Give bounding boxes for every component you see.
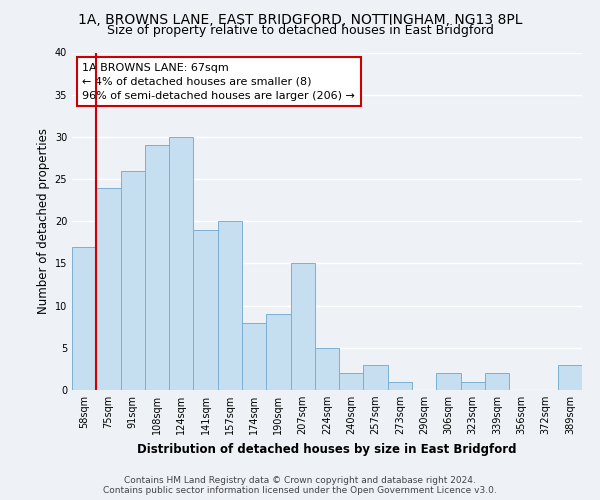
Bar [290, 264, 315, 390]
X-axis label: Distribution of detached houses by size in East Bridgford: Distribution of detached houses by size … [137, 442, 517, 456]
Text: Contains HM Land Registry data © Crown copyright and database right 2024.
Contai: Contains HM Land Registry data © Crown c… [103, 476, 497, 495]
Text: Size of property relative to detached houses in East Bridgford: Size of property relative to detached ho… [107, 24, 493, 37]
Bar [242, 322, 266, 390]
Y-axis label: Number of detached properties: Number of detached properties [37, 128, 50, 314]
Bar [339, 373, 364, 390]
Bar [485, 373, 509, 390]
Bar [121, 170, 145, 390]
Text: 1A BROWNS LANE: 67sqm
← 4% of detached houses are smaller (8)
96% of semi-detach: 1A BROWNS LANE: 67sqm ← 4% of detached h… [82, 62, 355, 100]
Bar [96, 188, 121, 390]
Bar [193, 230, 218, 390]
Bar [72, 246, 96, 390]
Text: 1A, BROWNS LANE, EAST BRIDGFORD, NOTTINGHAM, NG13 8PL: 1A, BROWNS LANE, EAST BRIDGFORD, NOTTING… [78, 12, 522, 26]
Bar [364, 364, 388, 390]
Bar [145, 146, 169, 390]
Bar [315, 348, 339, 390]
Bar [169, 137, 193, 390]
Bar [558, 364, 582, 390]
Bar [266, 314, 290, 390]
Bar [218, 221, 242, 390]
Bar [436, 373, 461, 390]
Bar [461, 382, 485, 390]
Bar [388, 382, 412, 390]
